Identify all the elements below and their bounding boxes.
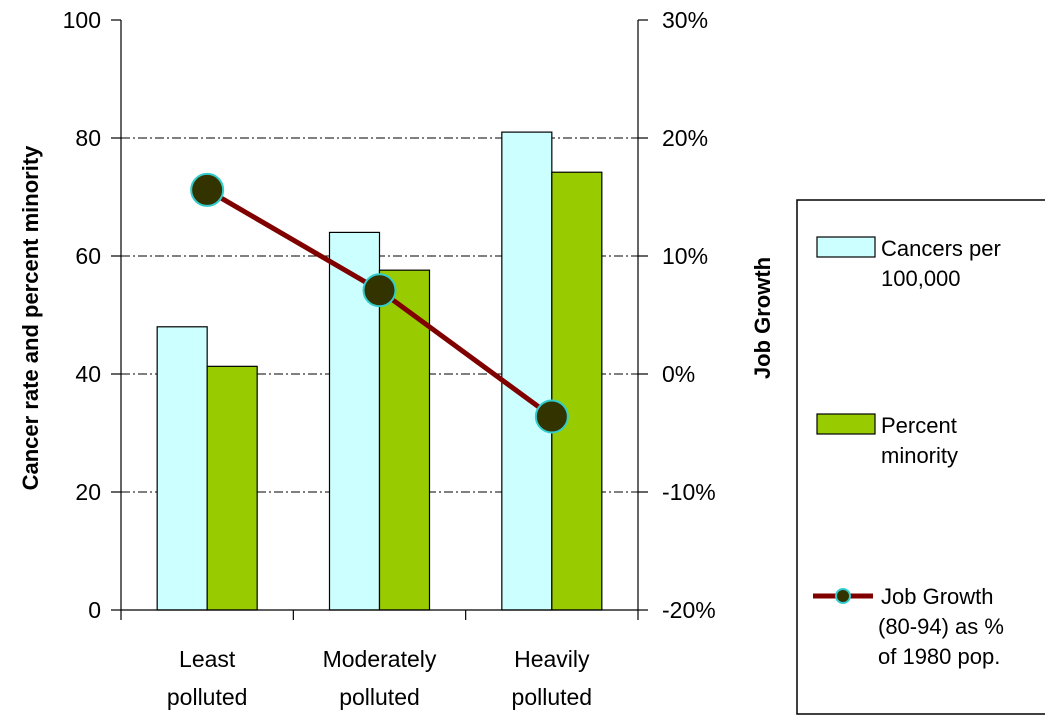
legend-label-cancers: Cancers per 100,000: [881, 236, 1001, 291]
category-label: Heavily polluted: [512, 646, 593, 710]
legend-label-line: 100,000: [881, 266, 961, 291]
bar-minority: [378, 269, 431, 611]
y2-tick-label: -20%: [662, 597, 716, 623]
job-growth-marker: [534, 399, 569, 434]
category-label: Least polluted: [167, 646, 248, 710]
legend-label-line: minority: [881, 443, 958, 468]
legend-swatch-cancers: [816, 236, 876, 258]
bars: [156, 131, 603, 611]
category-label-line: polluted: [167, 684, 248, 710]
y-tick-label: 80: [75, 125, 101, 151]
y-tick-label: 20: [75, 479, 101, 505]
y-tick-label: 40: [75, 361, 101, 387]
y-tick-label: 100: [63, 7, 101, 33]
y-tick-label: 0: [88, 597, 101, 623]
legend-swatch-job-growth-marker: [835, 588, 851, 604]
y2-tick-label: 20%: [662, 125, 708, 151]
legend-label-minority: Percent minority: [881, 413, 958, 468]
legend: Cancers per 100,000 Percent minority Job Gro…: [796, 199, 1045, 715]
bar-minority: [206, 365, 258, 611]
y2-axis-title: Job Growth: [750, 257, 775, 379]
category-label-line: polluted: [339, 684, 420, 710]
legend-swatch-minority: [816, 413, 876, 435]
y2-tick-label: 10%: [662, 243, 708, 269]
bar-cancers: [156, 326, 208, 611]
job-growth-marker: [190, 172, 225, 207]
bar-minority: [551, 171, 603, 611]
job-growth-line: [190, 172, 569, 434]
category-label-line: Moderately: [323, 646, 437, 672]
y2-tick-label: 0%: [662, 361, 695, 387]
category-label-line: Least: [179, 646, 236, 672]
y2-tick-label: 30%: [662, 7, 708, 33]
y2-tick-label: -10%: [662, 479, 716, 505]
legend-label-line: Percent: [881, 413, 957, 438]
right-axis-tick-labels: -20% -10% 0% 10% 20% 30%: [662, 7, 716, 623]
legend-label-line: Cancers per: [881, 236, 1001, 261]
legend-box: [796, 199, 1045, 715]
legend-label-line: Job Growth: [881, 584, 994, 609]
y-axis-title: Cancer rate and percent minority: [18, 145, 43, 491]
y-tick-label: 60: [75, 243, 101, 269]
left-axis-tick-labels: 0 20 40 60 80 100: [63, 7, 101, 623]
category-labels: Least polluted Moderately polluted Heavily po…: [167, 646, 592, 710]
legend-label-job-growth: Job Growth (80-94) as % of 1980 pop.: [878, 584, 1004, 669]
job-growth-marker: [362, 273, 397, 308]
legend-label-line: of 1980 pop.: [878, 644, 1000, 669]
category-label-line: Heavily: [514, 646, 590, 672]
axes: [111, 19, 648, 620]
category-label: Moderately polluted: [323, 646, 437, 710]
bar-cancers: [501, 131, 553, 611]
legend-label-line: (80-94) as %: [878, 614, 1004, 639]
category-label-line: polluted: [512, 684, 593, 710]
